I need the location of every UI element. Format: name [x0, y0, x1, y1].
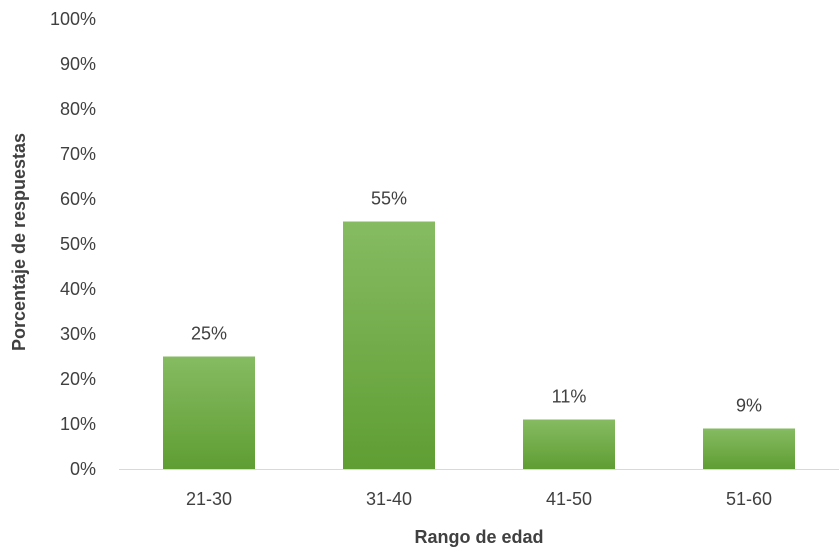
- y-tick-label: 10%: [60, 414, 96, 434]
- y-tick-label: 60%: [60, 189, 96, 209]
- x-tick-label-41-50: 41-50: [546, 489, 592, 509]
- y-tick-label: 40%: [60, 279, 96, 299]
- data-label-21-30: 25%: [191, 324, 227, 344]
- bar-41-50: [523, 419, 615, 469]
- bars: [163, 221, 795, 469]
- data-label-51-60: 9%: [736, 396, 762, 416]
- x-tick-label-31-40: 31-40: [366, 489, 412, 509]
- y-tick-label: 100%: [50, 9, 96, 29]
- data-labels: 25% 55% 11% 9%: [191, 189, 762, 416]
- x-axis-title: Rango de edad: [414, 527, 543, 547]
- x-tick-label-21-30: 21-30: [186, 489, 232, 509]
- y-tick-label: 90%: [60, 54, 96, 74]
- data-label-41-50: 11%: [552, 387, 587, 407]
- y-axis-title: Porcentaje de respuestas: [9, 133, 29, 351]
- bar-21-30: [163, 356, 255, 469]
- y-tick-label: 20%: [60, 369, 96, 389]
- y-tick-label: 50%: [60, 234, 96, 254]
- bar-31-40: [343, 221, 435, 469]
- y-tick-label: 80%: [60, 99, 96, 119]
- data-label-31-40: 55%: [371, 189, 407, 209]
- y-tick-label: 0%: [70, 459, 96, 479]
- y-axis-tick-labels: 0% 10% 20% 30% 40% 50% 60% 70% 80% 90% 100%: [50, 9, 96, 479]
- x-tick-label-51-60: 51-60: [726, 489, 772, 509]
- bar-51-60: [703, 428, 795, 469]
- y-tick-label: 70%: [60, 144, 96, 164]
- x-axis-tick-labels: 21-30 31-40 41-50 51-60: [186, 489, 772, 509]
- y-tick-label: 30%: [60, 324, 96, 344]
